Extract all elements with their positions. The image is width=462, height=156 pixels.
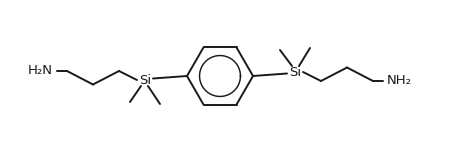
Text: Si: Si [289,66,301,78]
Text: Si: Si [139,73,151,86]
Text: H₂N: H₂N [28,64,53,78]
Text: NH₂: NH₂ [387,75,412,88]
